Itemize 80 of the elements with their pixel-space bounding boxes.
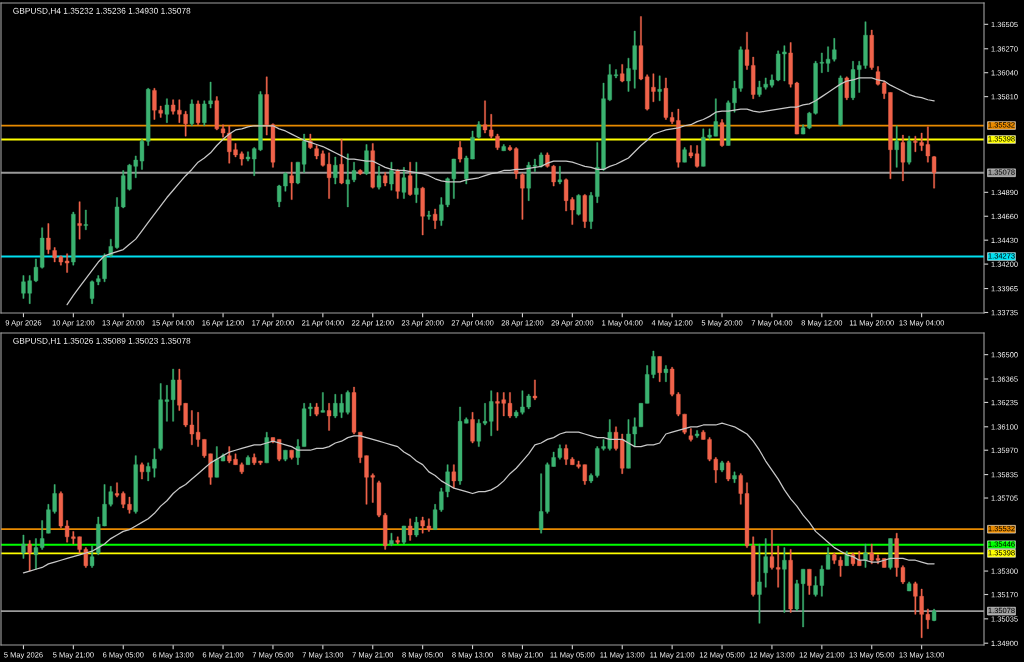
text: GBPUSD,H1 1.35026 1.35089 1.35023 1.35078 — [13, 337, 191, 345]
candlestick — [694, 145, 700, 168]
candlestick — [133, 455, 138, 514]
candlestick — [289, 450, 294, 460]
candlestick — [245, 455, 251, 465]
candlestick — [557, 166, 563, 185]
candlestick — [289, 161, 294, 200]
candlestick — [788, 549, 793, 613]
candlestick — [682, 147, 687, 163]
candlestick — [726, 460, 731, 482]
candlestick — [694, 430, 700, 438]
text: GBPUSD,H4 1.35232 1.35236 1.34930 1.35078 — [13, 7, 191, 15]
candlestick — [401, 525, 407, 545]
candlestick — [77, 201, 82, 240]
candlestick — [470, 412, 475, 444]
candlestick — [688, 145, 693, 159]
candlestick — [732, 471, 737, 483]
candlestick — [64, 253, 70, 273]
candlestick — [27, 540, 32, 572]
candlestick — [782, 547, 787, 613]
candlestick — [719, 460, 725, 473]
candlestick — [383, 172, 388, 187]
candlestick — [894, 125, 899, 168]
candlestick — [501, 144, 506, 151]
line-series — [66, 77, 935, 306]
candlestick — [395, 169, 400, 199]
candlestick — [389, 532, 394, 547]
candlestick — [195, 100, 201, 125]
candlestick — [358, 169, 363, 175]
candlestick — [800, 569, 806, 628]
candlestick — [408, 161, 413, 196]
candlestick — [688, 428, 693, 442]
candlestick — [900, 134, 906, 182]
candlestick — [376, 166, 382, 190]
candlestick — [663, 365, 669, 382]
candlestick — [451, 464, 456, 489]
candlestick — [907, 581, 912, 592]
candlestick — [326, 403, 332, 431]
candlestick — [333, 156, 338, 185]
candlestick — [719, 119, 725, 147]
candlestick — [21, 534, 26, 559]
candlestick — [420, 186, 425, 236]
candlestick — [339, 139, 344, 185]
candlestick — [389, 161, 394, 191]
candlestick — [189, 99, 195, 126]
candlestick — [139, 462, 145, 480]
candlestick — [89, 545, 95, 568]
candlestick — [663, 77, 669, 120]
candlestick — [794, 579, 800, 611]
candlestick — [657, 75, 662, 101]
candlestick — [757, 543, 762, 624]
candlestick — [457, 141, 463, 163]
candlestick — [620, 64, 625, 83]
candlestick — [532, 379, 538, 400]
candlestick — [869, 29, 874, 70]
candlestick — [863, 543, 868, 568]
candlestick — [426, 210, 432, 220]
candlestick — [46, 223, 51, 254]
candlestick — [320, 392, 325, 413]
line-series — [22, 422, 935, 574]
candlestick — [414, 516, 419, 537]
candlestick — [314, 403, 319, 417]
candlestick — [907, 135, 912, 165]
candlestick — [432, 208, 438, 229]
candlestick — [164, 98, 170, 123]
candlestick — [401, 167, 407, 199]
candlestick — [763, 538, 768, 588]
candlestick — [520, 173, 525, 220]
candlestick — [576, 194, 581, 216]
candlestick — [657, 356, 662, 382]
candlestick — [301, 133, 307, 173]
candlestick — [283, 450, 288, 462]
candlestick — [931, 608, 937, 622]
candlestick — [408, 518, 413, 541]
candlestick — [931, 156, 937, 189]
candlestick — [395, 536, 400, 545]
candlestick — [171, 368, 176, 422]
candlestick — [807, 569, 812, 595]
candlestick — [83, 209, 88, 230]
candlestick — [414, 161, 419, 203]
